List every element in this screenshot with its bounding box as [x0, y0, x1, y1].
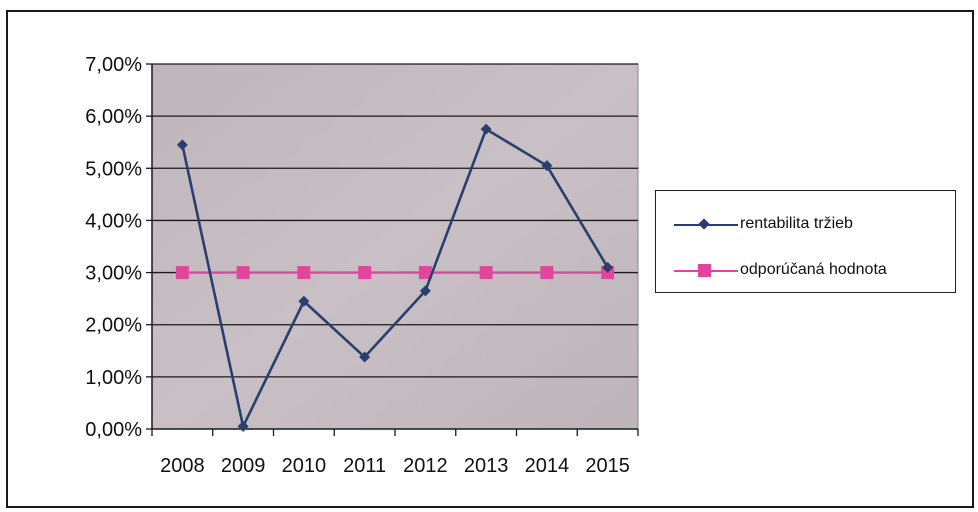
- x-tick-label: 2015: [585, 455, 630, 477]
- data-point: [359, 351, 371, 363]
- x-tick-label: 2012: [403, 455, 448, 477]
- y-tick-label: 3,00%: [85, 263, 142, 285]
- legend-label-rentabilita: rentabilita tržieb: [740, 215, 853, 232]
- square-marker-icon: [698, 264, 711, 277]
- y-tick-label: 4,00%: [85, 210, 142, 232]
- data-point: [540, 266, 554, 280]
- x-tick-label: 2008: [160, 455, 205, 477]
- series-rentabilita: [176, 123, 614, 432]
- legend: rentabilita tržieb odporúčaná hodnota: [655, 190, 956, 293]
- series: [175, 123, 615, 432]
- y-tick-label: 1,00%: [85, 367, 142, 389]
- data-point: [237, 420, 249, 432]
- data-point: [175, 266, 189, 280]
- y-tick-label: 5,00%: [85, 158, 142, 180]
- x-tick-label: 2011: [343, 455, 386, 477]
- y-tick-label: 7,00%: [85, 54, 142, 76]
- data-point: [358, 266, 372, 280]
- legend-item-rentabilita: rentabilita tržieb: [656, 213, 955, 237]
- data-point: [419, 285, 431, 297]
- x-tick-label: 2013: [464, 455, 509, 477]
- diamond-marker-icon: [698, 218, 710, 230]
- y-tick-label: 6,00%: [85, 106, 142, 128]
- y-tick-label: 0,00%: [85, 419, 142, 441]
- data-point: [479, 266, 493, 280]
- y-axis-tick-labels: 0,00% 1,00% 2,00% 3,00% 4,00% 5,00% 6,00% 7,00%: [85, 54, 142, 441]
- axes: [146, 63, 639, 436]
- plot-area: [151, 63, 639, 430]
- series-line: [181, 127, 609, 428]
- data-point: [418, 266, 432, 280]
- data-point: [176, 139, 188, 151]
- data-point: [236, 266, 250, 280]
- legend-label-odporucana: odporúčaná hodnota: [740, 261, 887, 278]
- x-axis-tick-labels: 2008 2009 2010 2011 2012 2013 2014 2015: [160, 455, 630, 477]
- x-tick-label: 2009: [221, 455, 266, 477]
- data-point: [480, 123, 492, 135]
- legend-item-odporucana: odporúčaná hodnota: [656, 259, 955, 283]
- x-tick-label: 2014: [525, 455, 570, 477]
- data-point: [297, 266, 311, 280]
- x-tick-label: 2010: [282, 455, 327, 477]
- data-point: [541, 160, 553, 172]
- y-tick-label: 2,00%: [85, 315, 142, 337]
- data-point: [298, 295, 310, 307]
- data-point: [602, 261, 614, 273]
